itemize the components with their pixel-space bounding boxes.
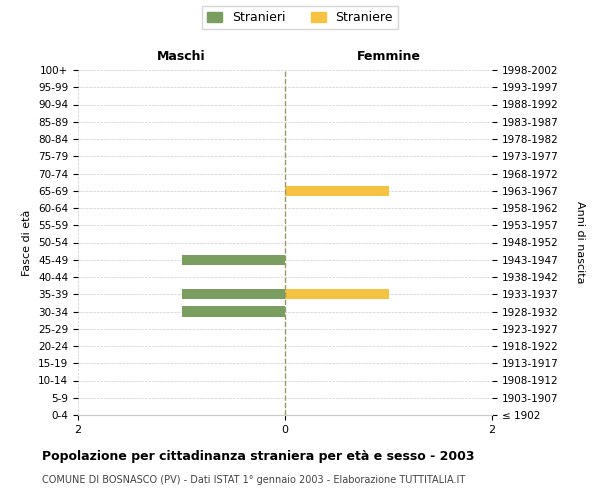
- Bar: [182, 306, 285, 316]
- Y-axis label: Fasce di età: Fasce di età: [22, 210, 32, 276]
- Legend: Stranieri, Straniere: Stranieri, Straniere: [202, 6, 398, 29]
- Text: Femmine: Femmine: [356, 50, 421, 63]
- Y-axis label: Anni di nascita: Anni di nascita: [575, 201, 585, 284]
- Bar: [285, 289, 389, 300]
- Bar: [285, 186, 389, 196]
- Text: Popolazione per cittadinanza straniera per età e sesso - 2003: Popolazione per cittadinanza straniera p…: [42, 450, 475, 463]
- Bar: [182, 289, 285, 300]
- Bar: [182, 254, 285, 265]
- Text: Maschi: Maschi: [157, 50, 206, 63]
- Text: COMUNE DI BOSNASCO (PV) - Dati ISTAT 1° gennaio 2003 - Elaborazione TUTTITALIA.I: COMUNE DI BOSNASCO (PV) - Dati ISTAT 1° …: [42, 475, 465, 485]
